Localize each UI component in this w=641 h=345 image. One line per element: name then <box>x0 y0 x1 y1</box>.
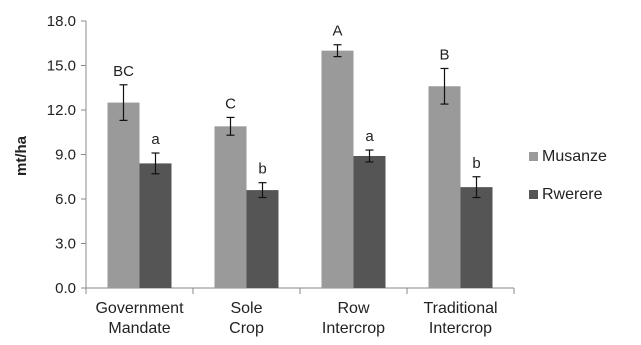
significance-label: A <box>332 23 342 40</box>
x-tick-label: Intercrop <box>429 320 492 337</box>
y-tick-label: 0.0 <box>55 280 76 297</box>
bar-musanze <box>428 86 461 289</box>
y-tick-label: 15.0 <box>47 58 76 75</box>
legend: Musanze Rwerere <box>529 148 607 203</box>
x-tick-label: Crop <box>229 320 264 337</box>
bar-rwerere <box>460 187 493 288</box>
bar-rwerere <box>246 190 279 288</box>
significance-label: B <box>439 46 449 63</box>
significance-label: BC <box>113 63 134 80</box>
legend-swatch-rwerere <box>529 190 538 199</box>
significance-label: a <box>365 128 374 145</box>
y-tick-label: 3.0 <box>55 236 76 253</box>
significance-label: C <box>225 95 236 112</box>
x-tick-label: Government <box>95 300 184 317</box>
x-tick-label: Row <box>337 300 369 317</box>
y-tick-label: 18.0 <box>47 13 76 30</box>
bar-rwerere <box>139 163 172 288</box>
x-tick-label: Intercrop <box>322 320 385 337</box>
y-tick-label: 12.0 <box>47 102 76 119</box>
x-tick-label: Traditional <box>423 300 497 317</box>
bar-rwerere <box>353 155 386 288</box>
plot-area: 0.0 3.0 6.0 9.0 12.0 15.0 18.0 Government Mandat… <box>47 13 515 337</box>
bar-musanze <box>214 126 247 288</box>
x-tick-label: Sole <box>230 300 262 317</box>
legend-label-rwerere: Rwerere <box>542 186 603 203</box>
legend-label-musanze: Musanze <box>542 148 607 165</box>
y-tick-label: 6.0 <box>55 191 76 208</box>
y-tick-label: 9.0 <box>55 147 76 164</box>
significance-label: b <box>258 161 266 178</box>
bar-musanze <box>107 102 140 288</box>
bar-musanze <box>321 50 354 288</box>
significance-label: b <box>472 155 480 172</box>
y-axis-label: mt/ha <box>13 135 30 176</box>
legend-swatch-musanze <box>529 152 538 161</box>
x-tick-label: Mandate <box>108 320 170 337</box>
significance-label: a <box>151 131 160 148</box>
